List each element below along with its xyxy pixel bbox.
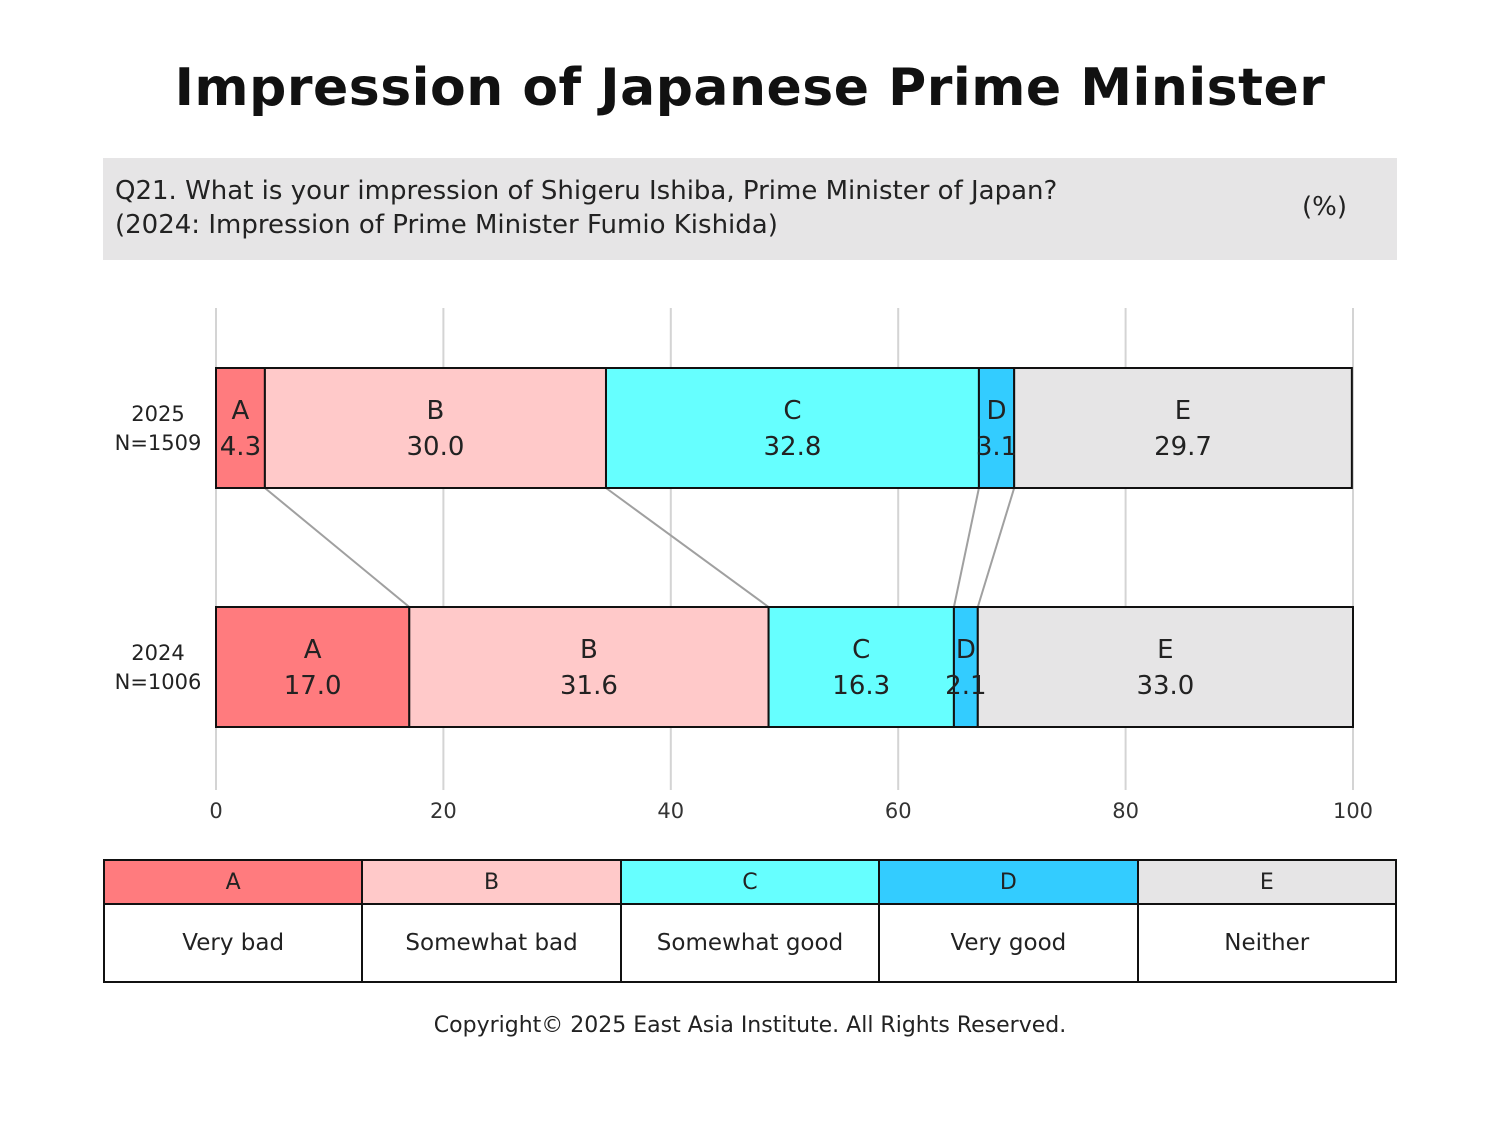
x-tick-label: 100 bbox=[1333, 799, 1373, 823]
legend-label-a: Very bad bbox=[102, 903, 364, 983]
bar-segment-a bbox=[215, 606, 411, 728]
x-tick-label: 0 bbox=[209, 799, 222, 823]
copyright-text: Copyright© 2025 East Asia Institute. All… bbox=[433, 1013, 1067, 1038]
segment-code-label: C bbox=[852, 635, 870, 665]
legend-label-row: Very bad Somewhat bad Somewhat good Very go… bbox=[102, 903, 1398, 983]
category-label: 2025 bbox=[131, 402, 184, 426]
bar-segment-c bbox=[604, 367, 980, 489]
segment-code-label: D bbox=[987, 396, 1007, 426]
x-tick-label: 80 bbox=[1112, 799, 1139, 823]
legend-code-e: E bbox=[1136, 859, 1398, 905]
category-sample-size: N=1509 bbox=[115, 431, 202, 455]
segment-value-label: 32.8 bbox=[764, 432, 822, 462]
category-label: 2024 bbox=[131, 641, 184, 665]
bars bbox=[215, 367, 1354, 728]
connector-line bbox=[605, 487, 770, 608]
segment-value-label: 4.3 bbox=[220, 432, 261, 462]
bar-segment-a bbox=[215, 367, 266, 489]
segment-value-label: 31.6 bbox=[560, 671, 618, 701]
question-box: Q21. What is your impression of Shigeru … bbox=[103, 158, 1397, 260]
segment-value-label: 2.1 bbox=[945, 671, 986, 701]
page-title: Impression of Japanese Prime Minister bbox=[174, 58, 1326, 118]
question-text: Q21. What is your impression of Shigeru … bbox=[115, 176, 1058, 206]
connector-line bbox=[952, 487, 980, 608]
bar-segment-b bbox=[408, 606, 770, 728]
x-tick-label: 40 bbox=[657, 799, 684, 823]
x-tick-label: 60 bbox=[885, 799, 912, 823]
legend-code-a: A bbox=[102, 859, 364, 905]
bar-segment-b bbox=[263, 367, 607, 489]
bar-segment-d bbox=[952, 606, 979, 728]
legend-label-b: Somewhat bad bbox=[361, 903, 622, 983]
legend-code-b: B bbox=[361, 859, 622, 905]
segment-code-label: D bbox=[956, 635, 976, 665]
bar-segment-e bbox=[1013, 367, 1353, 489]
stacked-bar-chart: A 4.3 B 30.0 C 32.8 D 3.1 E 29.7 A 17.0 B 31.6 C 16.3 D 2… bbox=[115, 308, 1373, 823]
x-tick-label: 20 bbox=[430, 799, 457, 823]
x-axis-ticks: 0 20 40 60 80 100 bbox=[209, 799, 1373, 823]
segment-code-label: E bbox=[1157, 635, 1173, 665]
segment-code-label: B bbox=[580, 635, 598, 665]
segment-value-label: 30.0 bbox=[406, 432, 464, 462]
segment-code-label: B bbox=[427, 396, 445, 426]
legend-label-e: Neither bbox=[1136, 903, 1398, 983]
segment-code-label: C bbox=[783, 396, 801, 426]
category-sample-size: N=1006 bbox=[115, 670, 202, 694]
bar-segment-d bbox=[977, 367, 1016, 489]
segment-code-label: A bbox=[232, 396, 250, 426]
legend-code-d: D bbox=[878, 859, 1139, 905]
segment-value-label: 3.1 bbox=[976, 432, 1017, 462]
connector-lines bbox=[264, 487, 1016, 608]
legend-label-c: Somewhat good bbox=[619, 903, 881, 983]
legend-code-c: C bbox=[619, 859, 881, 905]
legend-label-d: Very good bbox=[878, 903, 1139, 983]
segment-code-label: A bbox=[304, 635, 322, 665]
connector-line bbox=[976, 487, 1016, 608]
segment-code-label: E bbox=[1175, 396, 1191, 426]
connector-line bbox=[264, 487, 410, 608]
segment-value-label: 33.0 bbox=[1136, 671, 1194, 701]
segment-value-label: 17.0 bbox=[284, 671, 342, 701]
segment-value-label: 16.3 bbox=[832, 671, 890, 701]
question-subtext: (2024: Impression of Prime Minister Fumi… bbox=[115, 210, 778, 240]
bar-segment-e bbox=[976, 606, 1354, 728]
segment-value-label: 29.7 bbox=[1154, 432, 1212, 462]
unit-label: (%) bbox=[1302, 192, 1347, 222]
category-labels: 2025 N=1509 2024 N=1006 bbox=[115, 402, 202, 694]
data-labels: A 4.3 B 30.0 C 32.8 D 3.1 E 29.7 A 17.0 B 31.6 C 16.3 D 2… bbox=[220, 396, 1212, 701]
bar-segment-c bbox=[767, 606, 955, 728]
